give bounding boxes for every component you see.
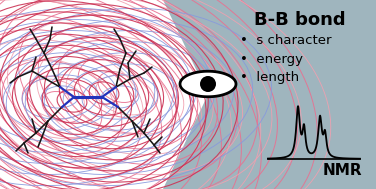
Text: NMR: NMR	[322, 163, 362, 178]
Polygon shape	[163, 0, 376, 189]
Circle shape	[200, 76, 216, 92]
Text: B-B bond: B-B bond	[254, 11, 346, 29]
Text: •  s character: • s character	[240, 35, 332, 47]
Text: •  energy: • energy	[240, 53, 303, 66]
Polygon shape	[180, 71, 236, 97]
Text: •  length: • length	[240, 70, 299, 84]
